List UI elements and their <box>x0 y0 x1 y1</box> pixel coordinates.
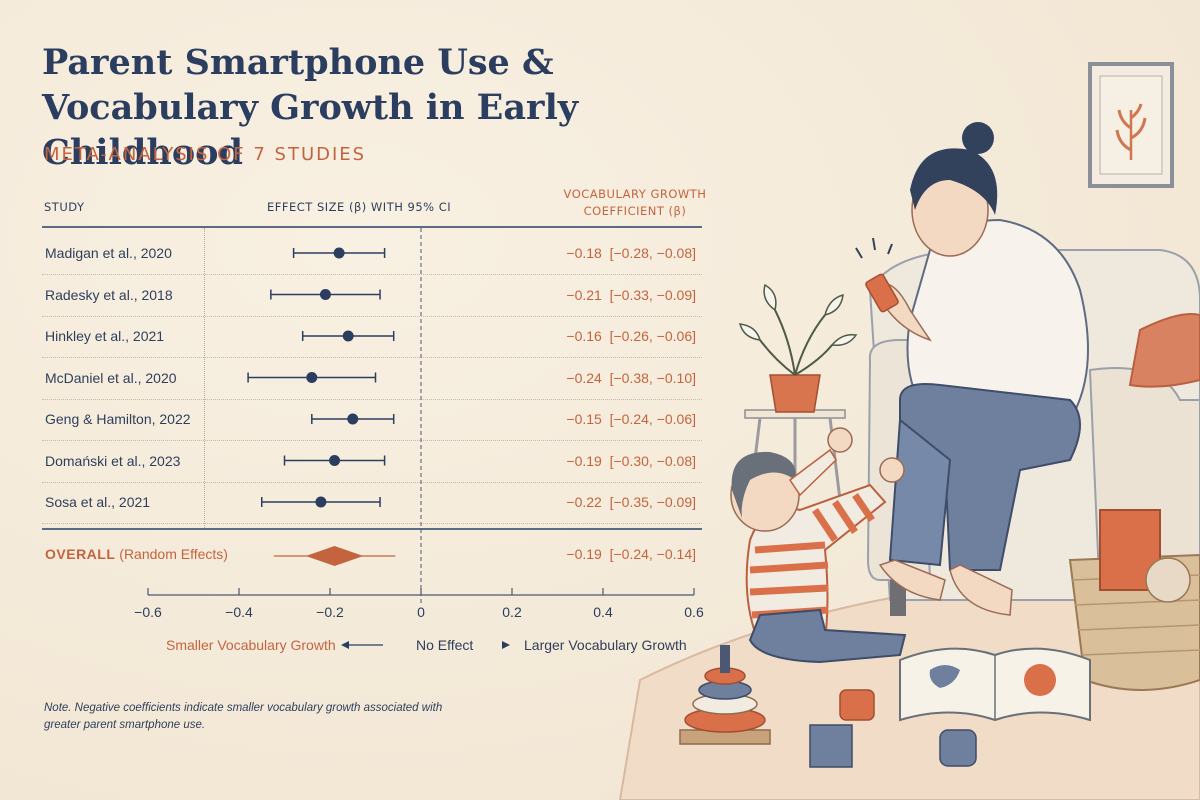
study-ci-label: −0.16 [−0.26, −0.06] <box>566 328 696 344</box>
study-ci-label: −0.22 [−0.35, −0.09] <box>566 494 696 510</box>
header-study: STUDY <box>44 200 85 214</box>
page-title: Parent Smartphone Use & Vocabulary Growt… <box>42 42 579 173</box>
x-tick-label: 0.6 <box>684 604 704 620</box>
study-row: Radesky et al., 2018 −0.21 [−0.33, −0.09] <box>42 274 702 317</box>
study-name: Radesky et al., 2018 <box>45 286 173 303</box>
header-coefficient: VOCABULARY GROWTH COEFFICIENT (β) <box>520 186 750 220</box>
study-ci-label: −0.19 [−0.30, −0.08] <box>566 452 696 469</box>
effect-point <box>319 289 331 300</box>
parent-figure <box>855 122 1089 616</box>
study-ci-label: −0.21 [−0.33, −0.09] <box>566 286 696 303</box>
effect-point <box>306 372 318 383</box>
study-ci-label: −0.18 [−0.28, −0.08] <box>566 245 696 261</box>
study-ci-label: −0.24 [−0.38, −0.10] <box>566 369 696 386</box>
study-row: Madigan et al., 2020 −0.18 [−0.28, −0.08] <box>42 232 702 275</box>
direction-left-label: Smaller Vocabulary Growth <box>166 637 336 653</box>
header-coefficient-line2: COEFFICIENT (β) <box>583 204 687 218</box>
study-row: Hinkley et al., 2021 −0.16 [−0.26, −0.06] <box>42 315 702 358</box>
effect-point <box>342 330 354 342</box>
x-tick-label: −0.4 <box>225 604 253 620</box>
overall-diamond <box>305 546 364 566</box>
study-name: Geng & Hamilton, 2022 <box>45 411 191 427</box>
wall-frame-icon <box>1088 62 1174 188</box>
study-row: Geng & Hamilton, 2022 −0.15 [−0.24, −0.06… <box>42 398 702 441</box>
overall-label-rest: (Random Effects) <box>115 546 228 562</box>
child-figure <box>730 427 907 664</box>
overall-label-bold: OVERALL <box>45 546 116 562</box>
overall-label: OVERALL (Random Effects) <box>45 546 228 562</box>
parent-child-illustration <box>618 62 1200 800</box>
effect-point <box>347 413 359 425</box>
study-row: McDaniel et al., 2020 −0.24 [−0.38, −0.10… <box>42 357 702 400</box>
stacking-toy-icon <box>679 645 771 745</box>
study-name: Madigan et al., 2020 <box>45 245 172 261</box>
direction-right-label: Larger Vocabulary Growth <box>524 637 687 653</box>
x-tick-label: 0.4 <box>593 604 613 620</box>
column-separator <box>204 228 205 528</box>
arrow-right-head <box>502 641 510 649</box>
study-name: Domański et al., 2023 <box>45 452 181 469</box>
no-effect-label: No Effect <box>416 637 474 653</box>
header-coefficient-line1: VOCABULARY GROWTH <box>563 187 707 201</box>
study-ci-label: −0.15 [−0.24, −0.06] <box>566 411 696 427</box>
overall-rule <box>42 528 702 530</box>
study-row: Domański et al., 2023 −0.19 [−0.30, −0.08… <box>42 440 702 483</box>
study-name: Hinkley et al., 2021 <box>45 328 165 344</box>
arrow-left-head <box>341 641 349 649</box>
header-effect-size: EFFECT SIZE (β) WITH 95% CI <box>267 200 452 214</box>
study-name: Sosa et al., 2021 <box>45 494 151 510</box>
block-toys-icon <box>809 689 977 768</box>
page-subtitle: META-ANALYSIS OF 7 STUDIES <box>44 144 367 165</box>
x-tick-label: 0.2 <box>502 604 522 620</box>
x-tick-label: 0 <box>417 604 425 620</box>
effect-point <box>315 496 327 508</box>
study-name: McDaniel et al., 2020 <box>45 369 177 386</box>
x-tick-label: −0.6 <box>134 604 162 620</box>
overall-row: OVERALL (Random Effects) −0.19 [−0.24, −… <box>42 532 702 576</box>
effect-point <box>329 455 341 466</box>
picture-book-icon <box>899 647 1091 722</box>
footnote: Note. Negative coefficients indicate sma… <box>44 702 443 731</box>
overall-ci-label: −0.19 [−0.24, −0.14] <box>566 546 696 562</box>
study-row: Sosa et al., 2021 −0.22 [−0.35, −0.09] <box>42 481 702 524</box>
effect-point <box>333 247 345 259</box>
x-tick-label: −0.2 <box>316 604 344 620</box>
smartphone-icon <box>865 273 899 313</box>
header-rule <box>42 226 702 228</box>
